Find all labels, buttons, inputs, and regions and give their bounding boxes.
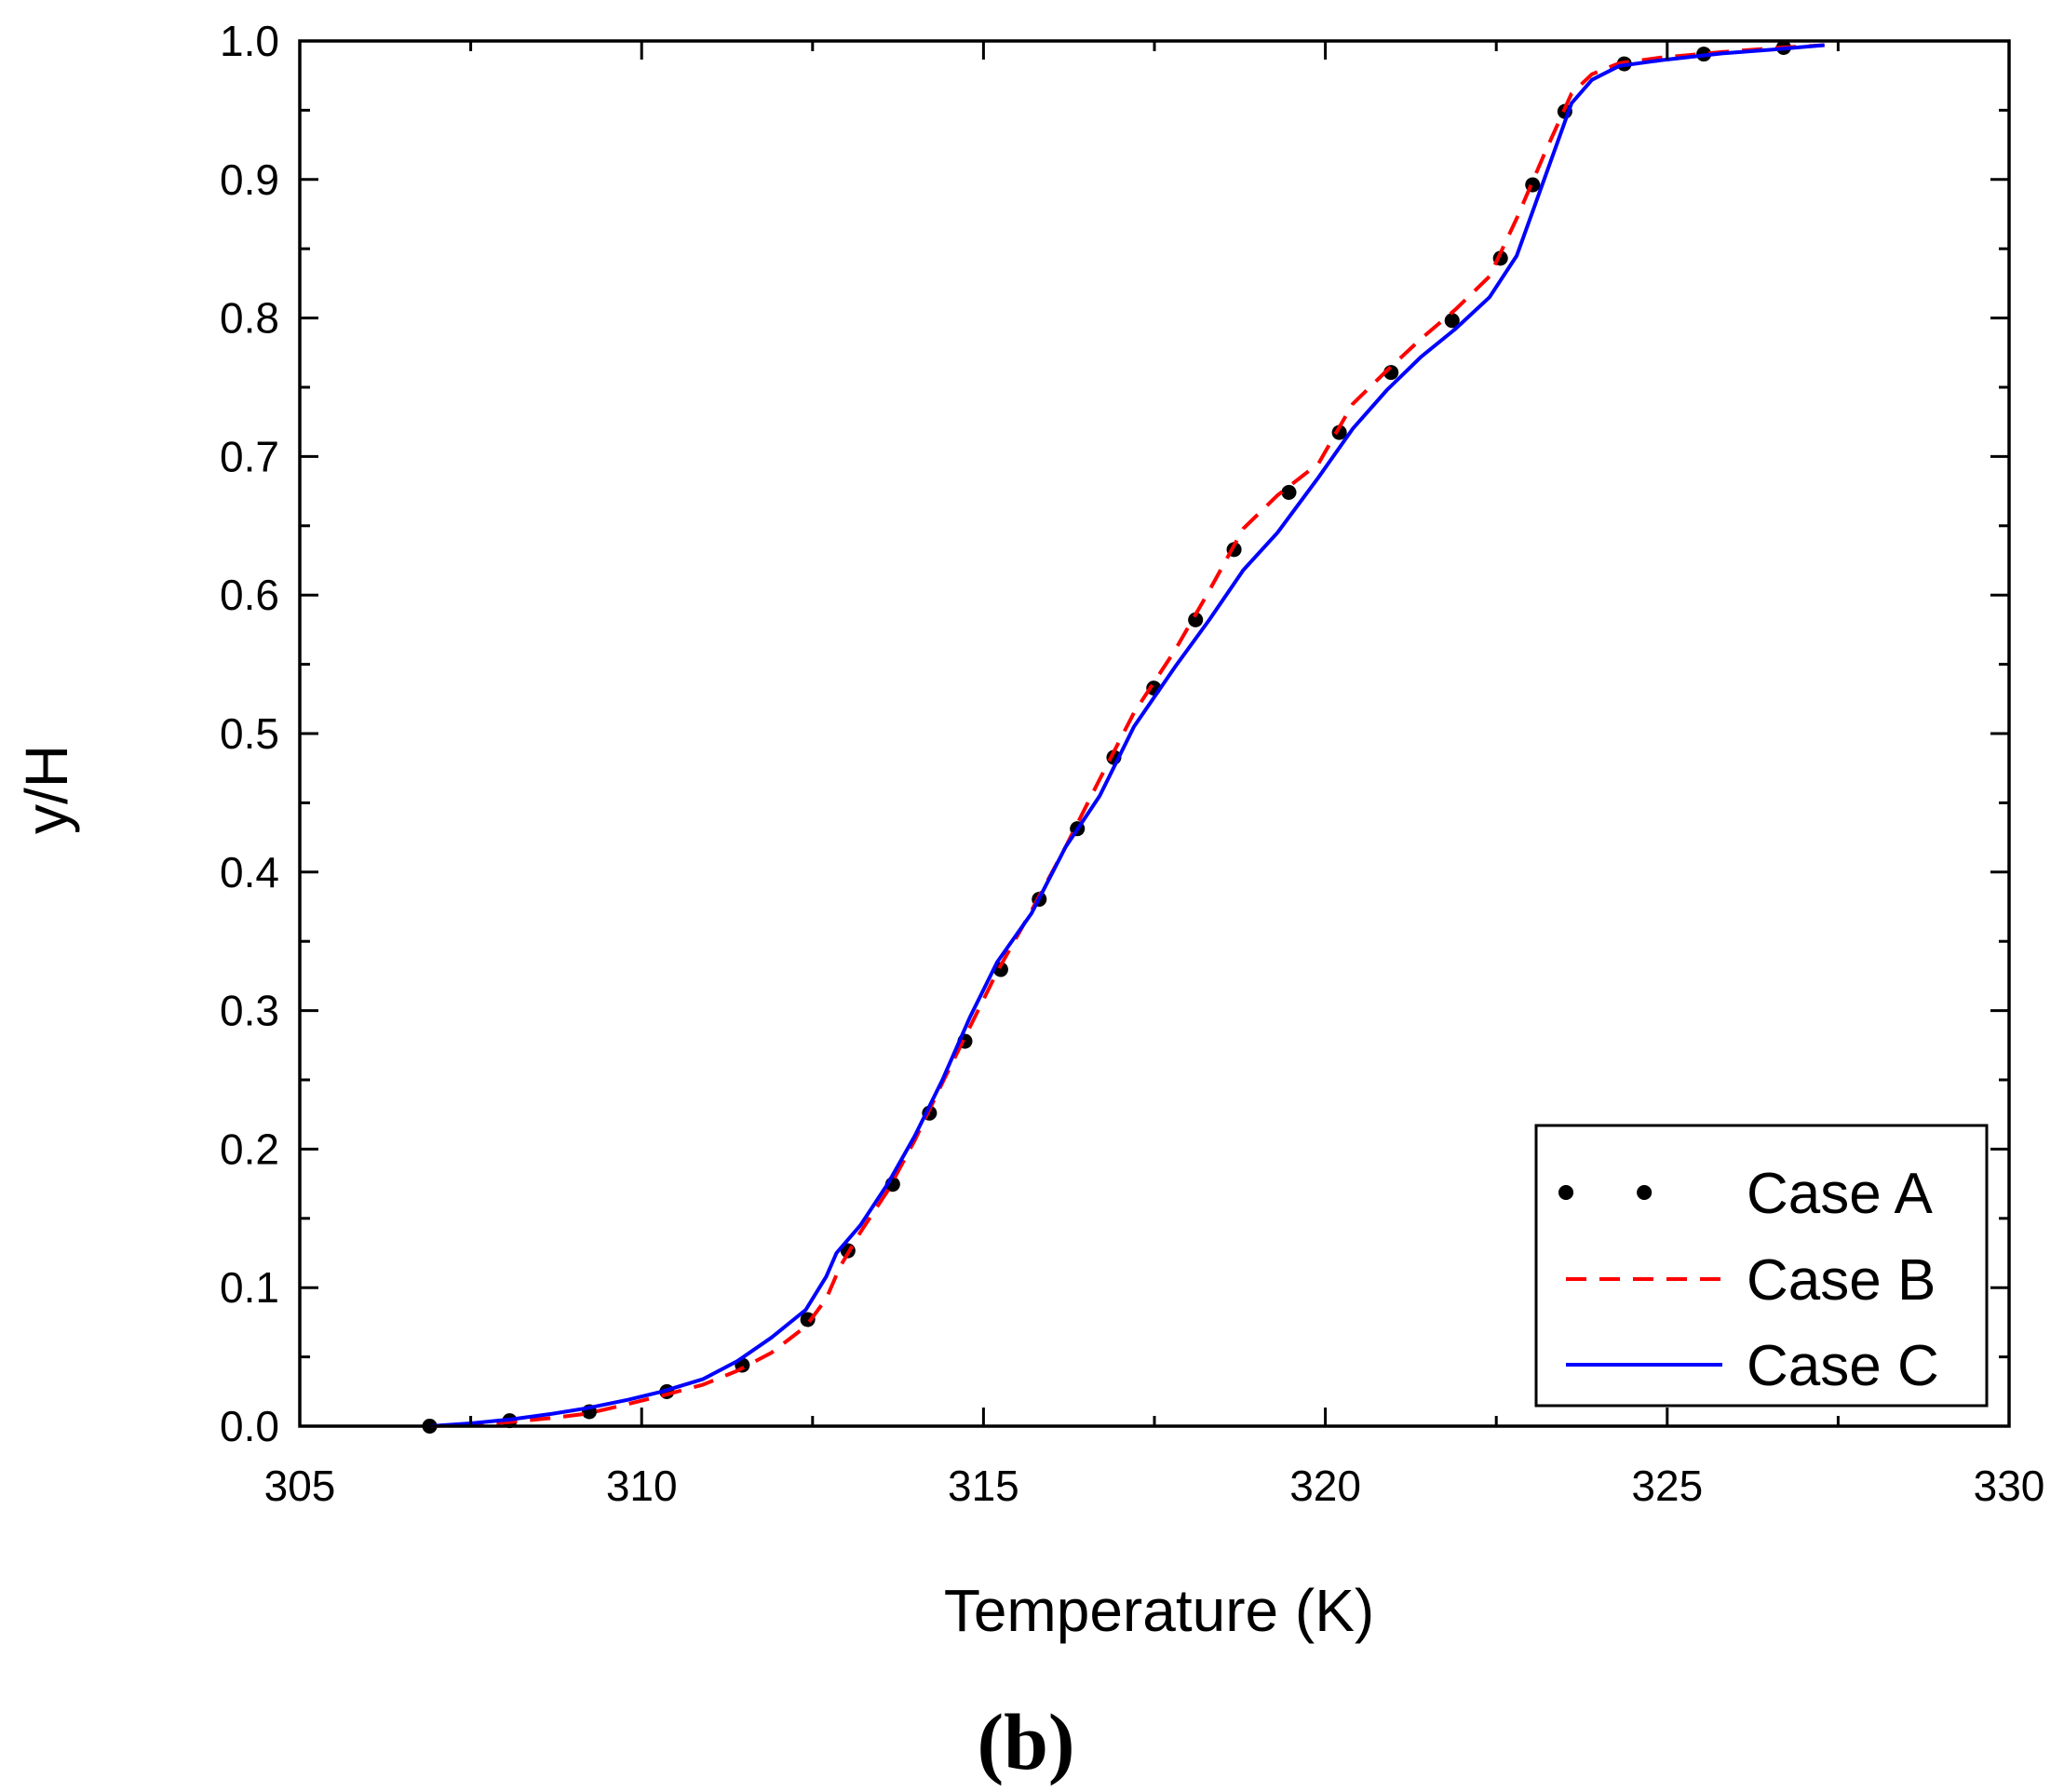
panel-label: (b) (977, 1697, 1074, 1786)
legend: Case A Case B Case C (1534, 1124, 1989, 1408)
x-tick-label: 305 (264, 1462, 336, 1510)
legend-label: Case B (1747, 1248, 1936, 1313)
series-line-case-c (429, 43, 1825, 1428)
legend-box (1534, 1124, 1989, 1408)
y-tick-label: 0.0 (220, 1402, 279, 1450)
y-tick-label: 0.7 (220, 432, 279, 480)
y-tick-label: 0.5 (220, 709, 279, 758)
y-tick-label: 0.4 (220, 848, 279, 896)
legend-label: Case A (1747, 1162, 1934, 1226)
series-line-case-b (429, 43, 1825, 1428)
y-tick-label: 0.6 (220, 571, 279, 619)
axis-tick-labels: 305 310 315 320 325 330 0.0 0.1 0.2 0.3 0.4 0.5 0.6 0… (220, 17, 2044, 1510)
axis-ticks (298, 39, 2011, 1428)
series-layer (422, 37, 1832, 1434)
y-tick-label: 0.1 (220, 1263, 279, 1312)
legend-label: Case C (1747, 1334, 1939, 1398)
y-tick-label: 0.2 (220, 1125, 279, 1173)
x-tick-label: 310 (606, 1462, 678, 1510)
y-axis-title: y/H (13, 745, 80, 834)
y-tick-label: 0.8 (220, 294, 279, 343)
x-tick-label: 330 (1974, 1462, 2045, 1510)
y-tick-label: 1.0 (220, 17, 279, 65)
y-tick-label: 0.9 (220, 155, 279, 204)
y-tick-label: 0.3 (220, 987, 279, 1035)
x-tick-label: 325 (1631, 1462, 1703, 1510)
x-axis-title: Temperature (K) (944, 1577, 1374, 1644)
x-tick-label: 315 (948, 1462, 1019, 1510)
x-tick-label: 320 (1289, 1462, 1361, 1510)
